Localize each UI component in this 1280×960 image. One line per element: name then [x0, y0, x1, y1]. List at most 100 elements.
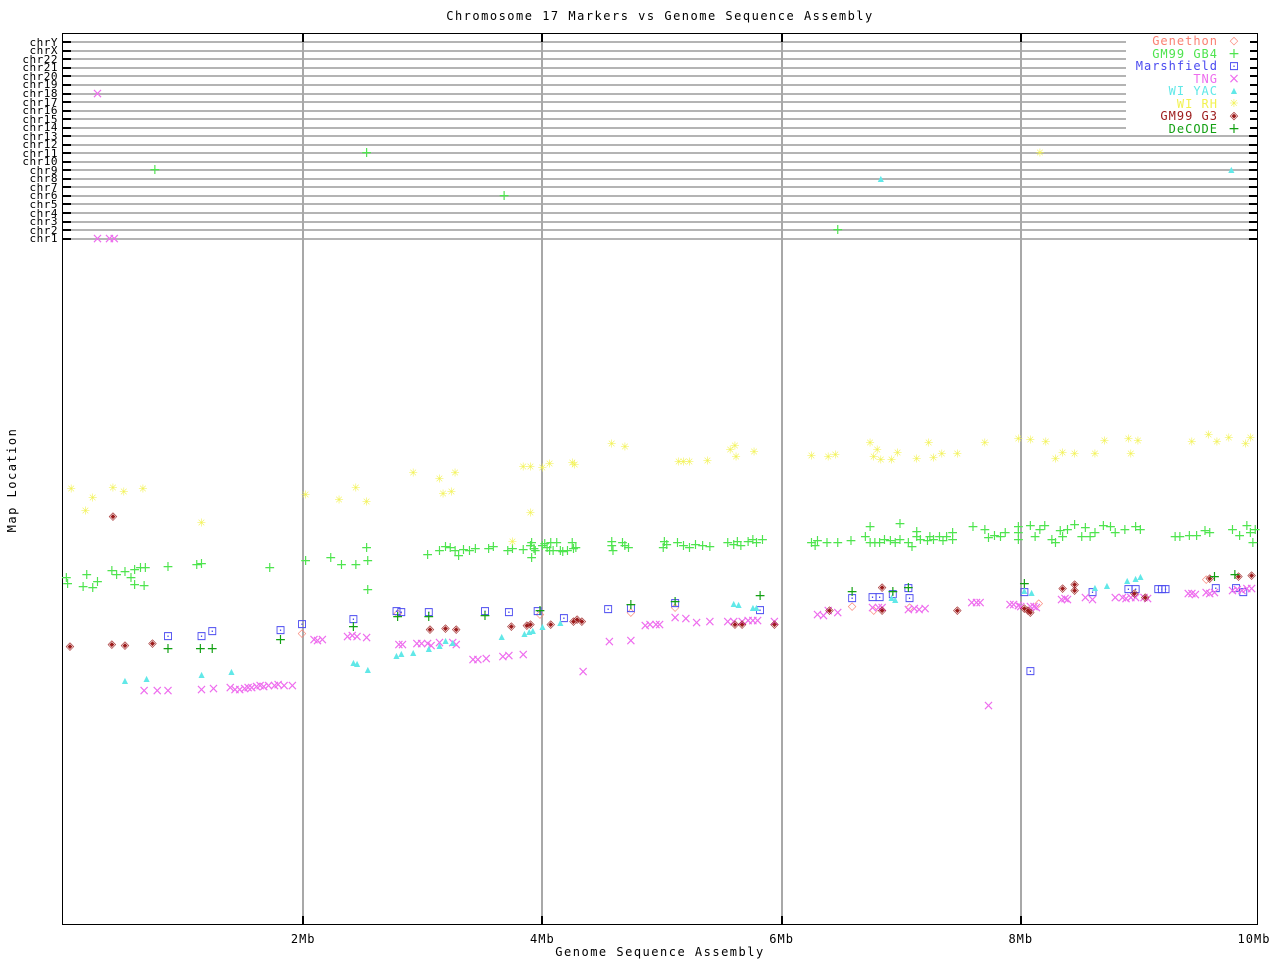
- data-point-tng: ×: [396, 637, 409, 653]
- data-point-genethon: ◇: [670, 600, 680, 614]
- y-tick-label-chr2: chr2: [29, 223, 58, 237]
- data-point-marshfield: ⊡: [867, 590, 878, 604]
- x-gridline-4Mb: [541, 33, 544, 925]
- data-point-gm99gb4: +: [105, 563, 118, 579]
- data-point-gm99gb4: +: [878, 532, 891, 548]
- y-tick-right-chr8: [1249, 177, 1257, 180]
- data-point-tng: ×: [450, 637, 463, 653]
- data-point-gm99gb4: +: [566, 535, 579, 551]
- x-tick-bottom-6Mb: [780, 916, 783, 924]
- x-tick-top-4Mb: [541, 34, 544, 42]
- data-point-wiyac: ▲: [521, 629, 528, 638]
- data-point-genethon: ◇: [626, 605, 636, 619]
- data-point-wirh: ✳: [351, 481, 361, 495]
- data-point-gm99gb4: +: [902, 535, 915, 551]
- y-tick-label-chr4: chr4: [29, 206, 58, 220]
- data-point-gm99gb4: +: [1244, 525, 1257, 541]
- data-point-marshfield: ⊡: [904, 591, 915, 605]
- data-point-tng: ×: [982, 698, 995, 714]
- chr-line-chr4: [62, 212, 1258, 214]
- data-point-gm99gb4: +: [162, 559, 174, 575]
- data-point-tng: ×: [1182, 586, 1195, 602]
- data-point-wiyac-chr9: ▲: [1228, 165, 1235, 175]
- data-point-gm99gb4: +: [91, 574, 104, 590]
- y-tick-label-chr12: chr12: [22, 138, 58, 152]
- data-point-tng: ×: [425, 638, 438, 654]
- legend-row-tng: TNG ×: [1126, 72, 1250, 86]
- data-point-tng: ×: [1245, 581, 1258, 597]
- data-point-gm99gb4: +: [1249, 522, 1262, 538]
- data-point-tng: ×: [346, 628, 359, 644]
- data-point-gm99gb4: +: [544, 535, 557, 551]
- data-point-wirh: ✳: [674, 455, 684, 469]
- y-tick-label-chr21: chr21: [22, 61, 58, 75]
- data-point-wiyac: ▲: [442, 636, 449, 645]
- data-point-marshfield: ⊡: [1025, 664, 1036, 678]
- legend-marker-wirh-icon: ✳: [1229, 96, 1239, 110]
- data-point-genethon: ◇: [535, 607, 545, 621]
- data-point-wiyac: ▲: [393, 651, 400, 660]
- data-point-wirh: ✳: [1070, 447, 1080, 461]
- data-point-tng: ×: [245, 680, 258, 696]
- data-point-wirh: ✳: [138, 482, 148, 496]
- data-point-wirh: ✳: [1224, 431, 1234, 445]
- data-point-marshfield: ⊡: [207, 624, 218, 638]
- y-tick-label-chr6: chr6: [29, 189, 58, 203]
- data-point-wirh: ✳: [1187, 435, 1197, 449]
- y-tick-right-chr12: [1249, 143, 1257, 146]
- legend-row-gm99g3: GM99 G3 ◈: [1126, 110, 1250, 123]
- y-tick-label-chrY: chrY: [29, 35, 58, 49]
- data-point-wirh: ✳: [887, 453, 897, 467]
- data-point-gm99g3: ◈: [1023, 603, 1033, 617]
- data-point-marshfield: ⊡: [503, 605, 514, 619]
- data-point-gm99gb4: +: [894, 516, 906, 532]
- data-point-gm99gb4: +: [60, 570, 73, 586]
- data-point-tng: ×: [1124, 590, 1137, 606]
- data-point-gm99gb4: +: [703, 539, 716, 555]
- data-point-gm99gb4: +: [894, 532, 906, 548]
- chr-line-chr12: [62, 143, 1258, 146]
- y-tick-left-chr1: [63, 237, 71, 240]
- data-point-gm99gb4: +: [538, 536, 551, 552]
- data-point-gm99g3: ◈: [953, 603, 962, 617]
- data-point-gm99gb4: +: [1012, 532, 1025, 548]
- x-tick-label-6Mb: 6Mb: [769, 932, 794, 946]
- data-point-wirh: ✳: [702, 454, 713, 468]
- data-point-wirh: ✳: [196, 516, 207, 530]
- data-point-gm99gb4: +: [1104, 519, 1117, 535]
- data-point-wirh: ✳: [1212, 435, 1222, 449]
- y-tick-right-chr16: [1249, 109, 1257, 112]
- data-point-wirh: ✳: [1099, 434, 1110, 448]
- data-point-wirh: ✳: [1123, 432, 1134, 446]
- data-point-wirh: ✳: [525, 506, 536, 520]
- data-point-tng: ×: [517, 647, 530, 663]
- data-point-gm99gb4: +: [946, 532, 959, 548]
- y-tick-left-chr18: [63, 92, 71, 95]
- data-point-genethon: ◇: [393, 606, 402, 620]
- data-point-gm99gb4: +: [864, 519, 876, 535]
- data-point-gm99gb4: +: [444, 540, 457, 556]
- data-point-gm99gb4: +: [1084, 529, 1097, 545]
- data-point-tng: ×: [162, 683, 174, 699]
- data-point-wiyac: ▲: [1021, 586, 1028, 595]
- data-point-gm99gb4-chr2: +: [831, 222, 844, 239]
- data-point-tng: ×: [653, 617, 666, 633]
- data-point-marshfield: ⊡: [348, 612, 359, 626]
- data-point-tng: ×: [872, 600, 885, 616]
- data-point-tng: ×: [1185, 586, 1198, 602]
- data-point-gm99gb4: +: [1233, 528, 1246, 544]
- data-point-decode: +: [1208, 569, 1221, 585]
- x-tick-label-2Mb: 2Mb: [290, 932, 316, 946]
- data-point-wiyac: ▲: [353, 659, 361, 668]
- data-point-gm99gb4-chr11: +: [360, 145, 373, 162]
- data-point-wiyac: ▲: [1028, 588, 1035, 597]
- data-point-tng: ×: [229, 682, 241, 698]
- data-point-marshfield: ⊡: [532, 604, 543, 618]
- data-point-gm99gb4: +: [1029, 529, 1042, 545]
- data-point-marshfield: ⊡: [163, 629, 174, 643]
- data-point-gm99g3: ◈: [522, 618, 532, 632]
- legend-marker-marshfield-icon: ⊡: [1228, 59, 1240, 74]
- data-point-gm99g3: ◈: [108, 509, 118, 523]
- data-point-gm99gb4: +: [1012, 525, 1025, 541]
- data-point-gm99gb4: +: [805, 535, 818, 551]
